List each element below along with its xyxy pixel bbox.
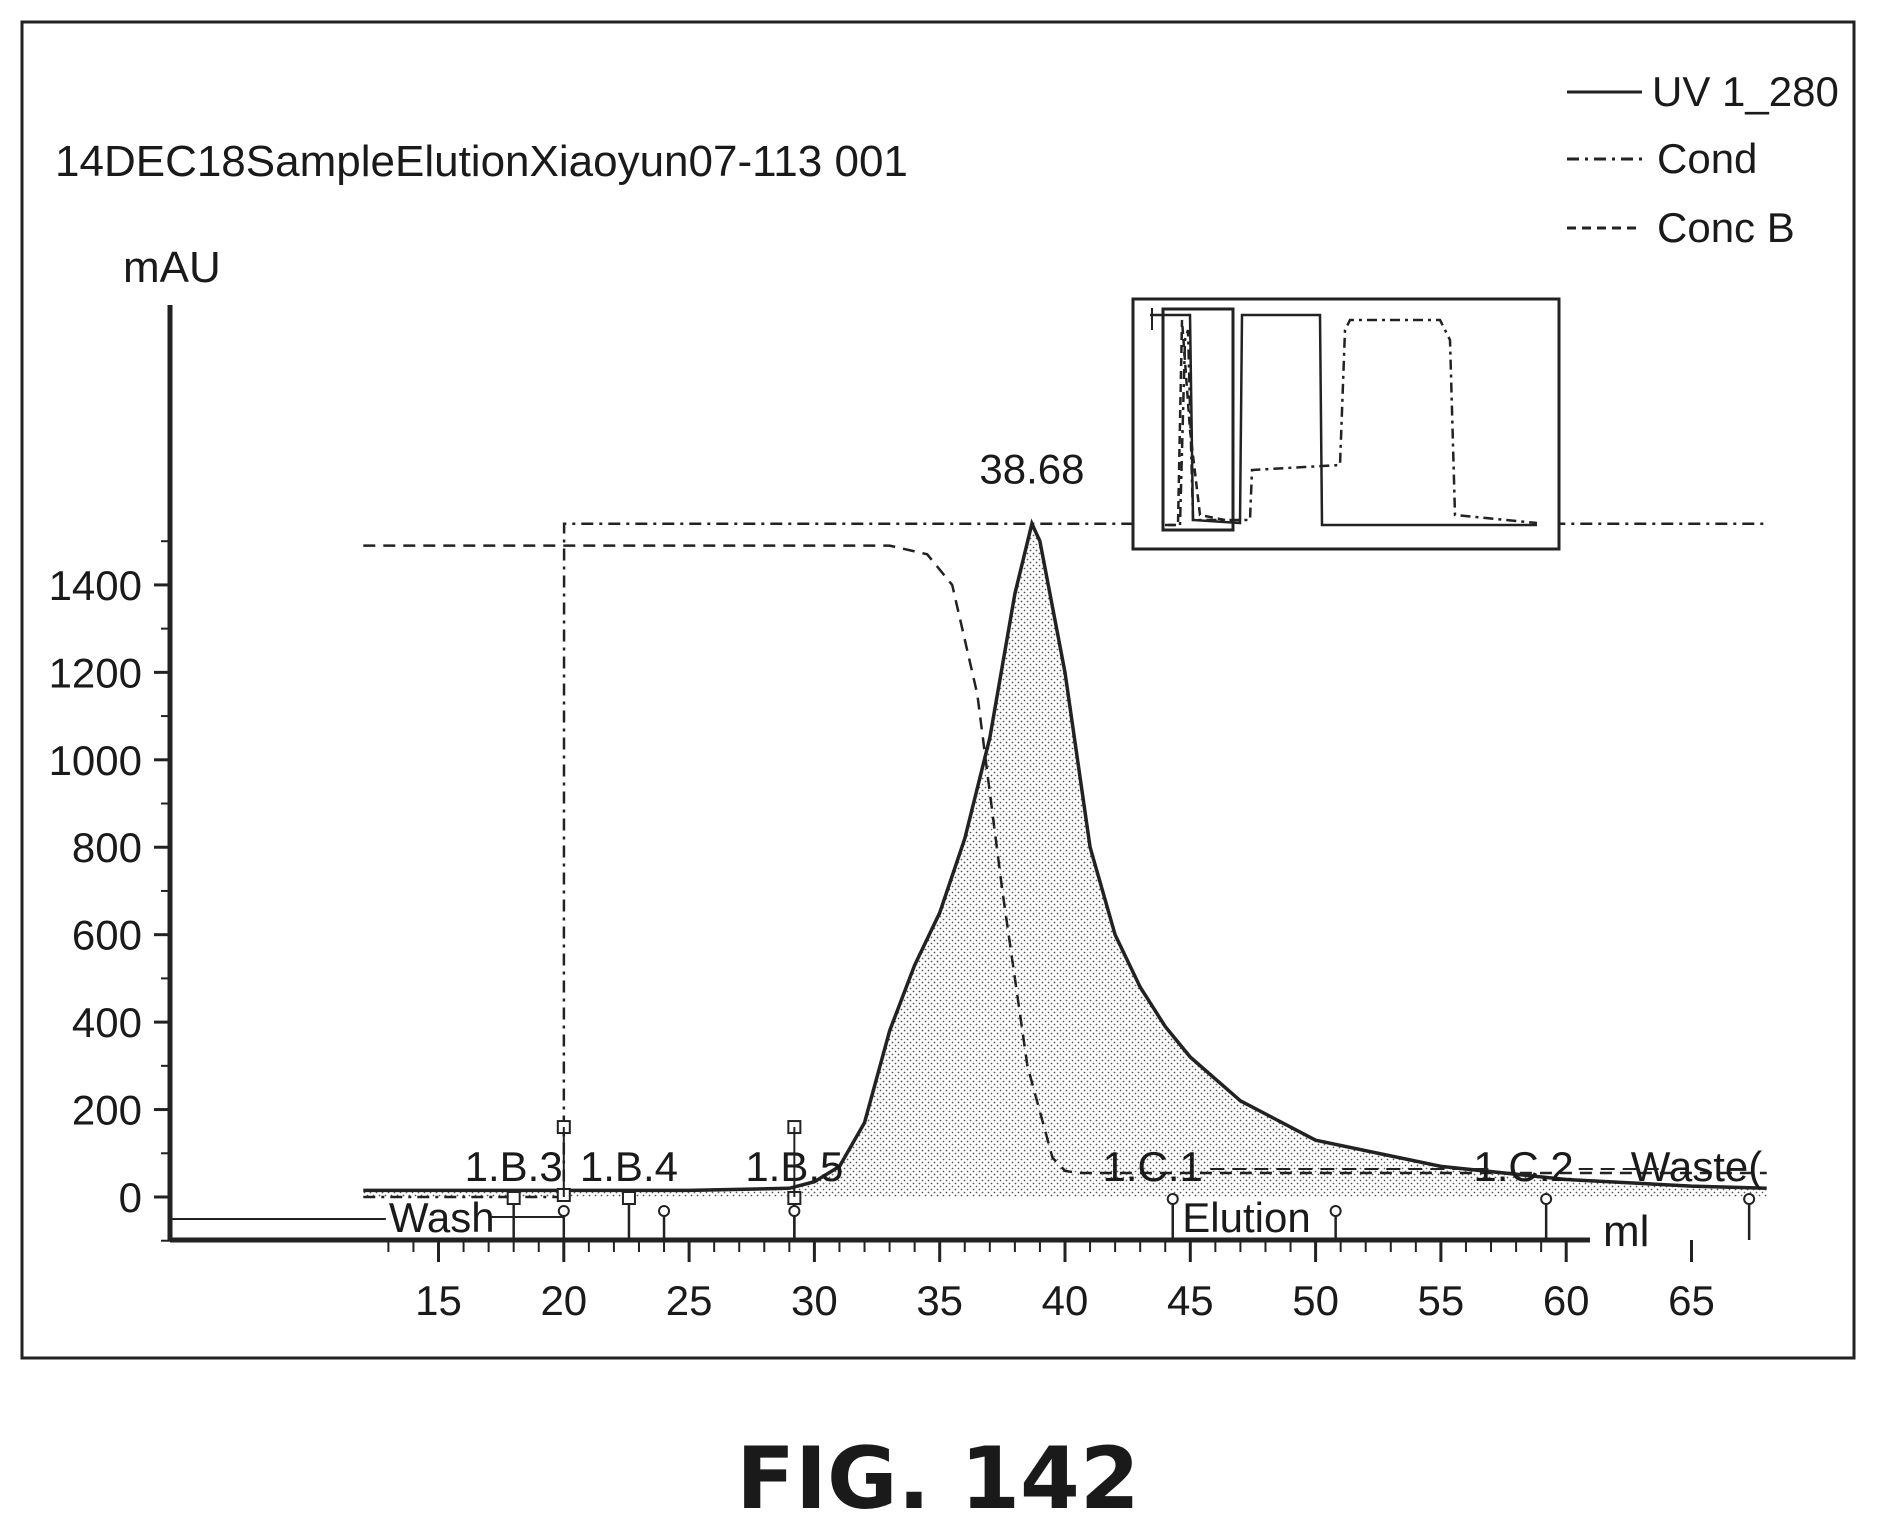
- y-tick-label: 0: [119, 1174, 142, 1221]
- event-label-elution: Elution: [1182, 1194, 1310, 1241]
- legend-label-concb: Conc B: [1657, 204, 1795, 251]
- y-axis-label: mAU: [123, 243, 221, 292]
- event-label-wash: Wash: [389, 1194, 495, 1241]
- x-tick-label: 55: [1418, 1277, 1465, 1324]
- marker-square: [508, 1192, 520, 1204]
- x-tick-label: 50: [1292, 1277, 1339, 1324]
- x-tick-label: 60: [1543, 1277, 1590, 1324]
- chart-title: 14DEC18SampleElutionXiaoyun07-113 001: [55, 137, 908, 186]
- y-tick-label: 200: [72, 1087, 142, 1134]
- fraction-label: 1.B.4: [580, 1143, 678, 1190]
- fraction-marker-head: [1744, 1194, 1754, 1204]
- legend-label-cond: Cond: [1657, 135, 1757, 182]
- y-tick-label: 800: [72, 824, 142, 871]
- fraction-label: Waste(: [1631, 1143, 1762, 1190]
- x-tick-label: 15: [415, 1277, 462, 1324]
- x-tick-label: 40: [1042, 1277, 1089, 1324]
- x-tick-label: 35: [916, 1277, 963, 1324]
- y-tick-label: 1000: [49, 737, 142, 784]
- y-tick-label: 400: [72, 999, 142, 1046]
- peak-label: 38.68: [979, 446, 1084, 493]
- fraction-label: 1.C.1: [1103, 1143, 1203, 1190]
- legend-label-uv: UV 1_280: [1652, 68, 1839, 115]
- x-tick-label: 65: [1668, 1277, 1715, 1324]
- y-tick-label: 1200: [49, 649, 142, 696]
- overview-inset: [1133, 299, 1559, 549]
- event-marker-head: [659, 1206, 669, 1216]
- x-tick-label: 25: [666, 1277, 713, 1324]
- figure-caption: FIG. 142: [736, 1429, 1139, 1529]
- y-tick-label: 1400: [49, 562, 142, 609]
- fraction-label: 1.B.3: [465, 1143, 563, 1190]
- x-tick-label: 45: [1167, 1277, 1214, 1324]
- series-area-uv-1-280: [363, 524, 1766, 1197]
- event-marker-head: [789, 1206, 799, 1216]
- fraction-label: 1.C.2: [1473, 1143, 1573, 1190]
- event-marker-head: [559, 1206, 569, 1216]
- chart-legend: UV 1_280 Cond Conc B: [1567, 68, 1839, 251]
- event-marker-head: [1331, 1206, 1341, 1216]
- y-tick-label: 600: [72, 912, 142, 959]
- fraction-marker-head: [1541, 1194, 1551, 1204]
- x-tick-label: 30: [791, 1277, 838, 1324]
- fraction-marker-head: [1168, 1194, 1178, 1204]
- x-axis-label: ml: [1603, 1207, 1649, 1256]
- x-tick-label: 20: [540, 1277, 587, 1324]
- marker-square: [623, 1192, 635, 1204]
- inset-frame: [1133, 299, 1559, 549]
